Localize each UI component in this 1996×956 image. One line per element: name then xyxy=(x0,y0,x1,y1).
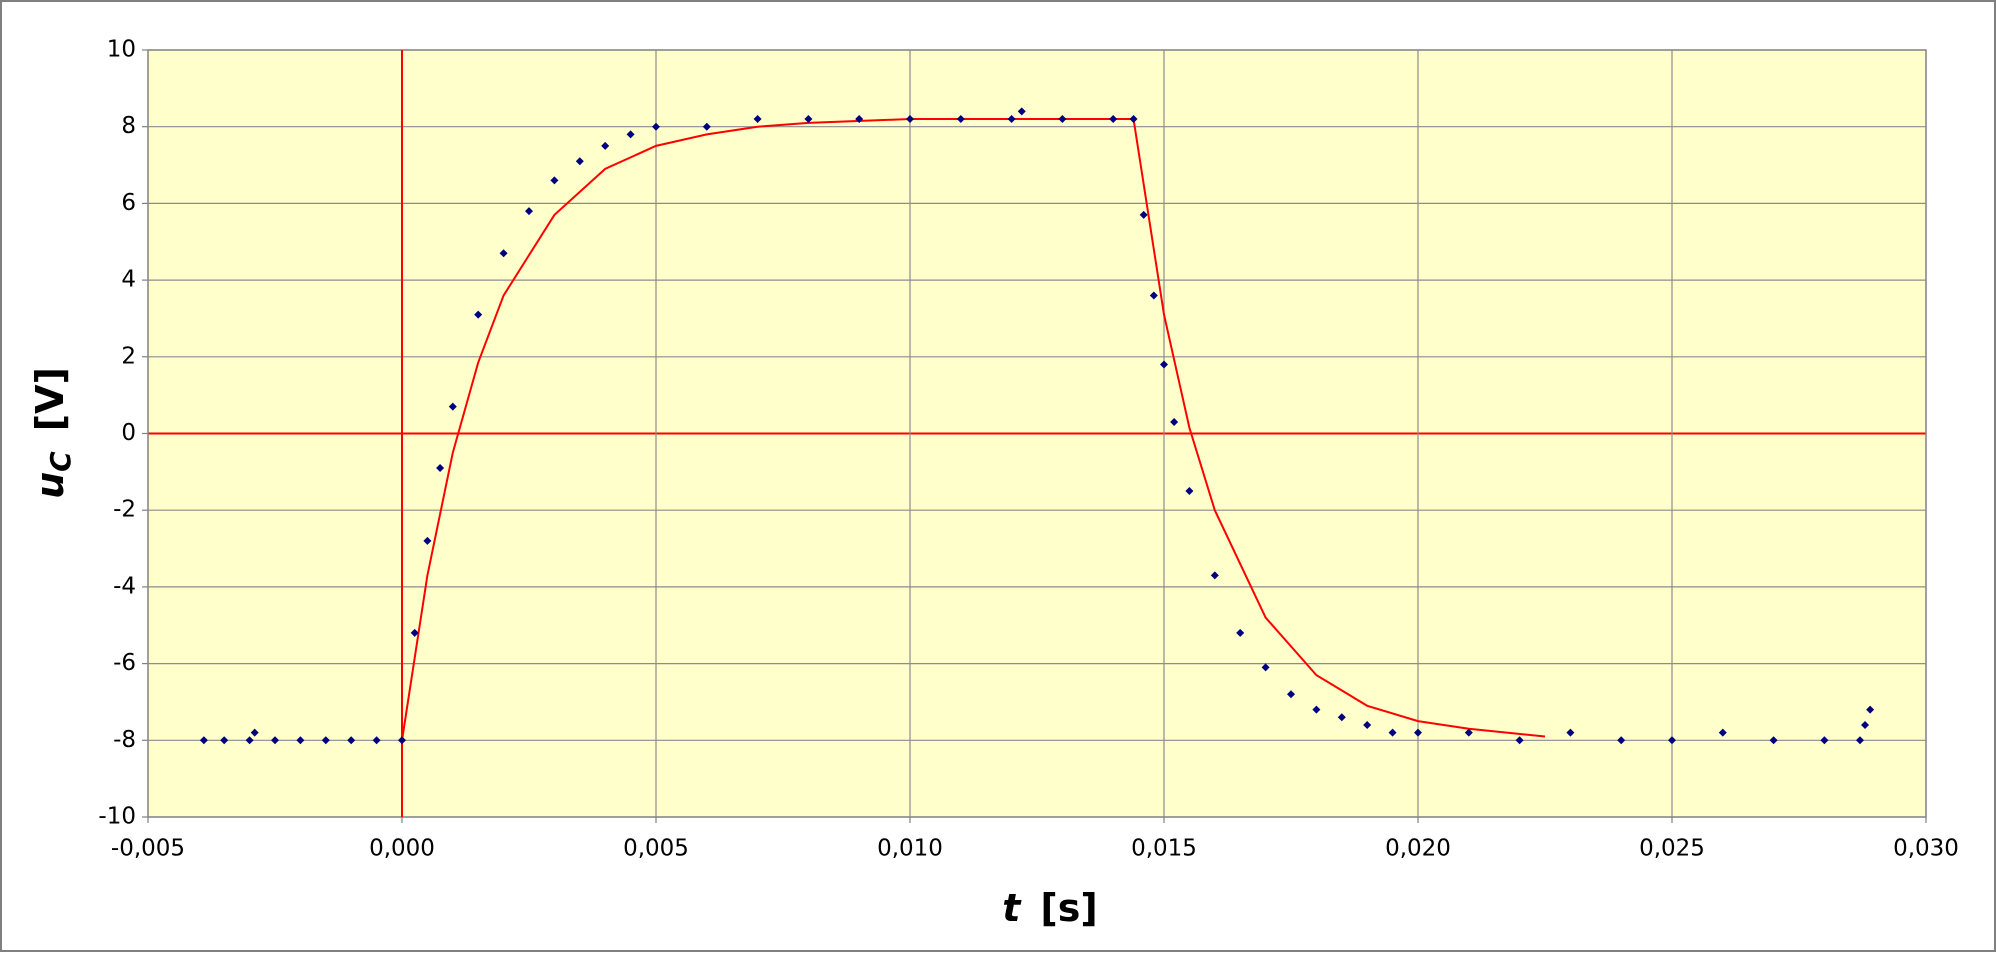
y-tick-label: 10 xyxy=(107,37,136,63)
y-label-sub: C xyxy=(44,451,77,472)
data-point xyxy=(1129,115,1138,124)
y-tick-label: 8 xyxy=(121,113,136,139)
data-point xyxy=(1261,663,1270,672)
y-tick-label: 4 xyxy=(121,267,136,293)
data-point xyxy=(804,115,813,124)
data-point xyxy=(1718,728,1727,737)
y-tick-label: -4 xyxy=(113,573,136,599)
data-point xyxy=(753,115,762,124)
data-point xyxy=(1058,115,1067,124)
data-point xyxy=(626,130,635,139)
data-point xyxy=(906,115,914,124)
data-point xyxy=(702,122,711,131)
data-point xyxy=(321,736,330,745)
data-point xyxy=(245,736,254,745)
y-label-main: u xyxy=(28,472,72,499)
data-point xyxy=(474,310,483,319)
data-point xyxy=(1668,736,1676,745)
data-point xyxy=(1337,713,1346,722)
data-point xyxy=(1769,736,1778,745)
y-tick-label: -10 xyxy=(98,804,136,830)
data-point xyxy=(410,628,419,637)
x-tick-label: 0,010 xyxy=(877,836,943,862)
y-tick-label: -8 xyxy=(113,727,136,753)
data-point xyxy=(1820,736,1829,745)
data-point xyxy=(550,176,559,185)
data-point xyxy=(1210,571,1219,580)
data-point xyxy=(1515,736,1524,745)
data-point xyxy=(1170,417,1179,426)
data-point xyxy=(372,736,381,745)
y-tick-label: 6 xyxy=(121,190,136,216)
data-point xyxy=(423,536,432,545)
data-point xyxy=(1617,736,1626,745)
x-tick-label: 0,015 xyxy=(1131,836,1197,862)
y-tick-label: -6 xyxy=(113,650,136,676)
data-point xyxy=(1388,728,1397,737)
data-point xyxy=(1149,291,1158,300)
data-point xyxy=(855,115,864,124)
data-point xyxy=(1287,690,1295,699)
data-point xyxy=(499,249,508,258)
data-point xyxy=(1312,705,1321,714)
data-point xyxy=(525,207,533,216)
data-point xyxy=(1414,728,1422,737)
data-point xyxy=(575,157,584,166)
data-point xyxy=(1007,115,1016,124)
x-label-unit: [s] xyxy=(1040,886,1097,930)
y-tick-label: 2 xyxy=(121,343,136,369)
y-label-unit: [V] xyxy=(28,367,72,431)
x-label-main: t xyxy=(1002,886,1022,930)
data-point xyxy=(250,728,259,737)
data-point xyxy=(601,141,610,150)
data-point xyxy=(448,402,457,411)
data-point xyxy=(1185,487,1194,496)
x-tick-label: 0,030 xyxy=(1893,836,1959,862)
x-tick-label: 0,005 xyxy=(623,836,689,862)
data-point xyxy=(1861,720,1870,729)
x-tick-label: -0,005 xyxy=(111,836,185,862)
data-point xyxy=(199,736,208,745)
y-axis-title: uC [V] xyxy=(28,367,78,499)
data-point xyxy=(1139,210,1148,219)
data-point xyxy=(1109,115,1118,124)
data-point xyxy=(1236,628,1245,637)
data-point xyxy=(1017,107,1026,116)
data-point xyxy=(1855,736,1864,745)
x-tick-label: 0,020 xyxy=(1385,836,1451,862)
data-point xyxy=(1160,360,1168,369)
y-tick-label: 0 xyxy=(121,420,136,446)
data-point xyxy=(220,736,229,745)
data-point xyxy=(1363,720,1372,729)
data-point xyxy=(398,736,406,745)
x-axis-title: t [s] xyxy=(1002,886,1098,930)
data-point xyxy=(956,115,965,124)
data-point xyxy=(652,122,660,131)
data-point xyxy=(271,736,279,745)
data-point xyxy=(1566,728,1575,737)
x-tick-label: 0,025 xyxy=(1639,836,1705,862)
data-point xyxy=(347,736,356,745)
x-tick-label: 0,000 xyxy=(369,836,435,862)
data-point xyxy=(296,736,305,745)
data-point xyxy=(1866,705,1875,714)
data-point xyxy=(436,464,445,473)
data-point xyxy=(1464,728,1473,737)
y-tick-label: -2 xyxy=(113,497,136,523)
